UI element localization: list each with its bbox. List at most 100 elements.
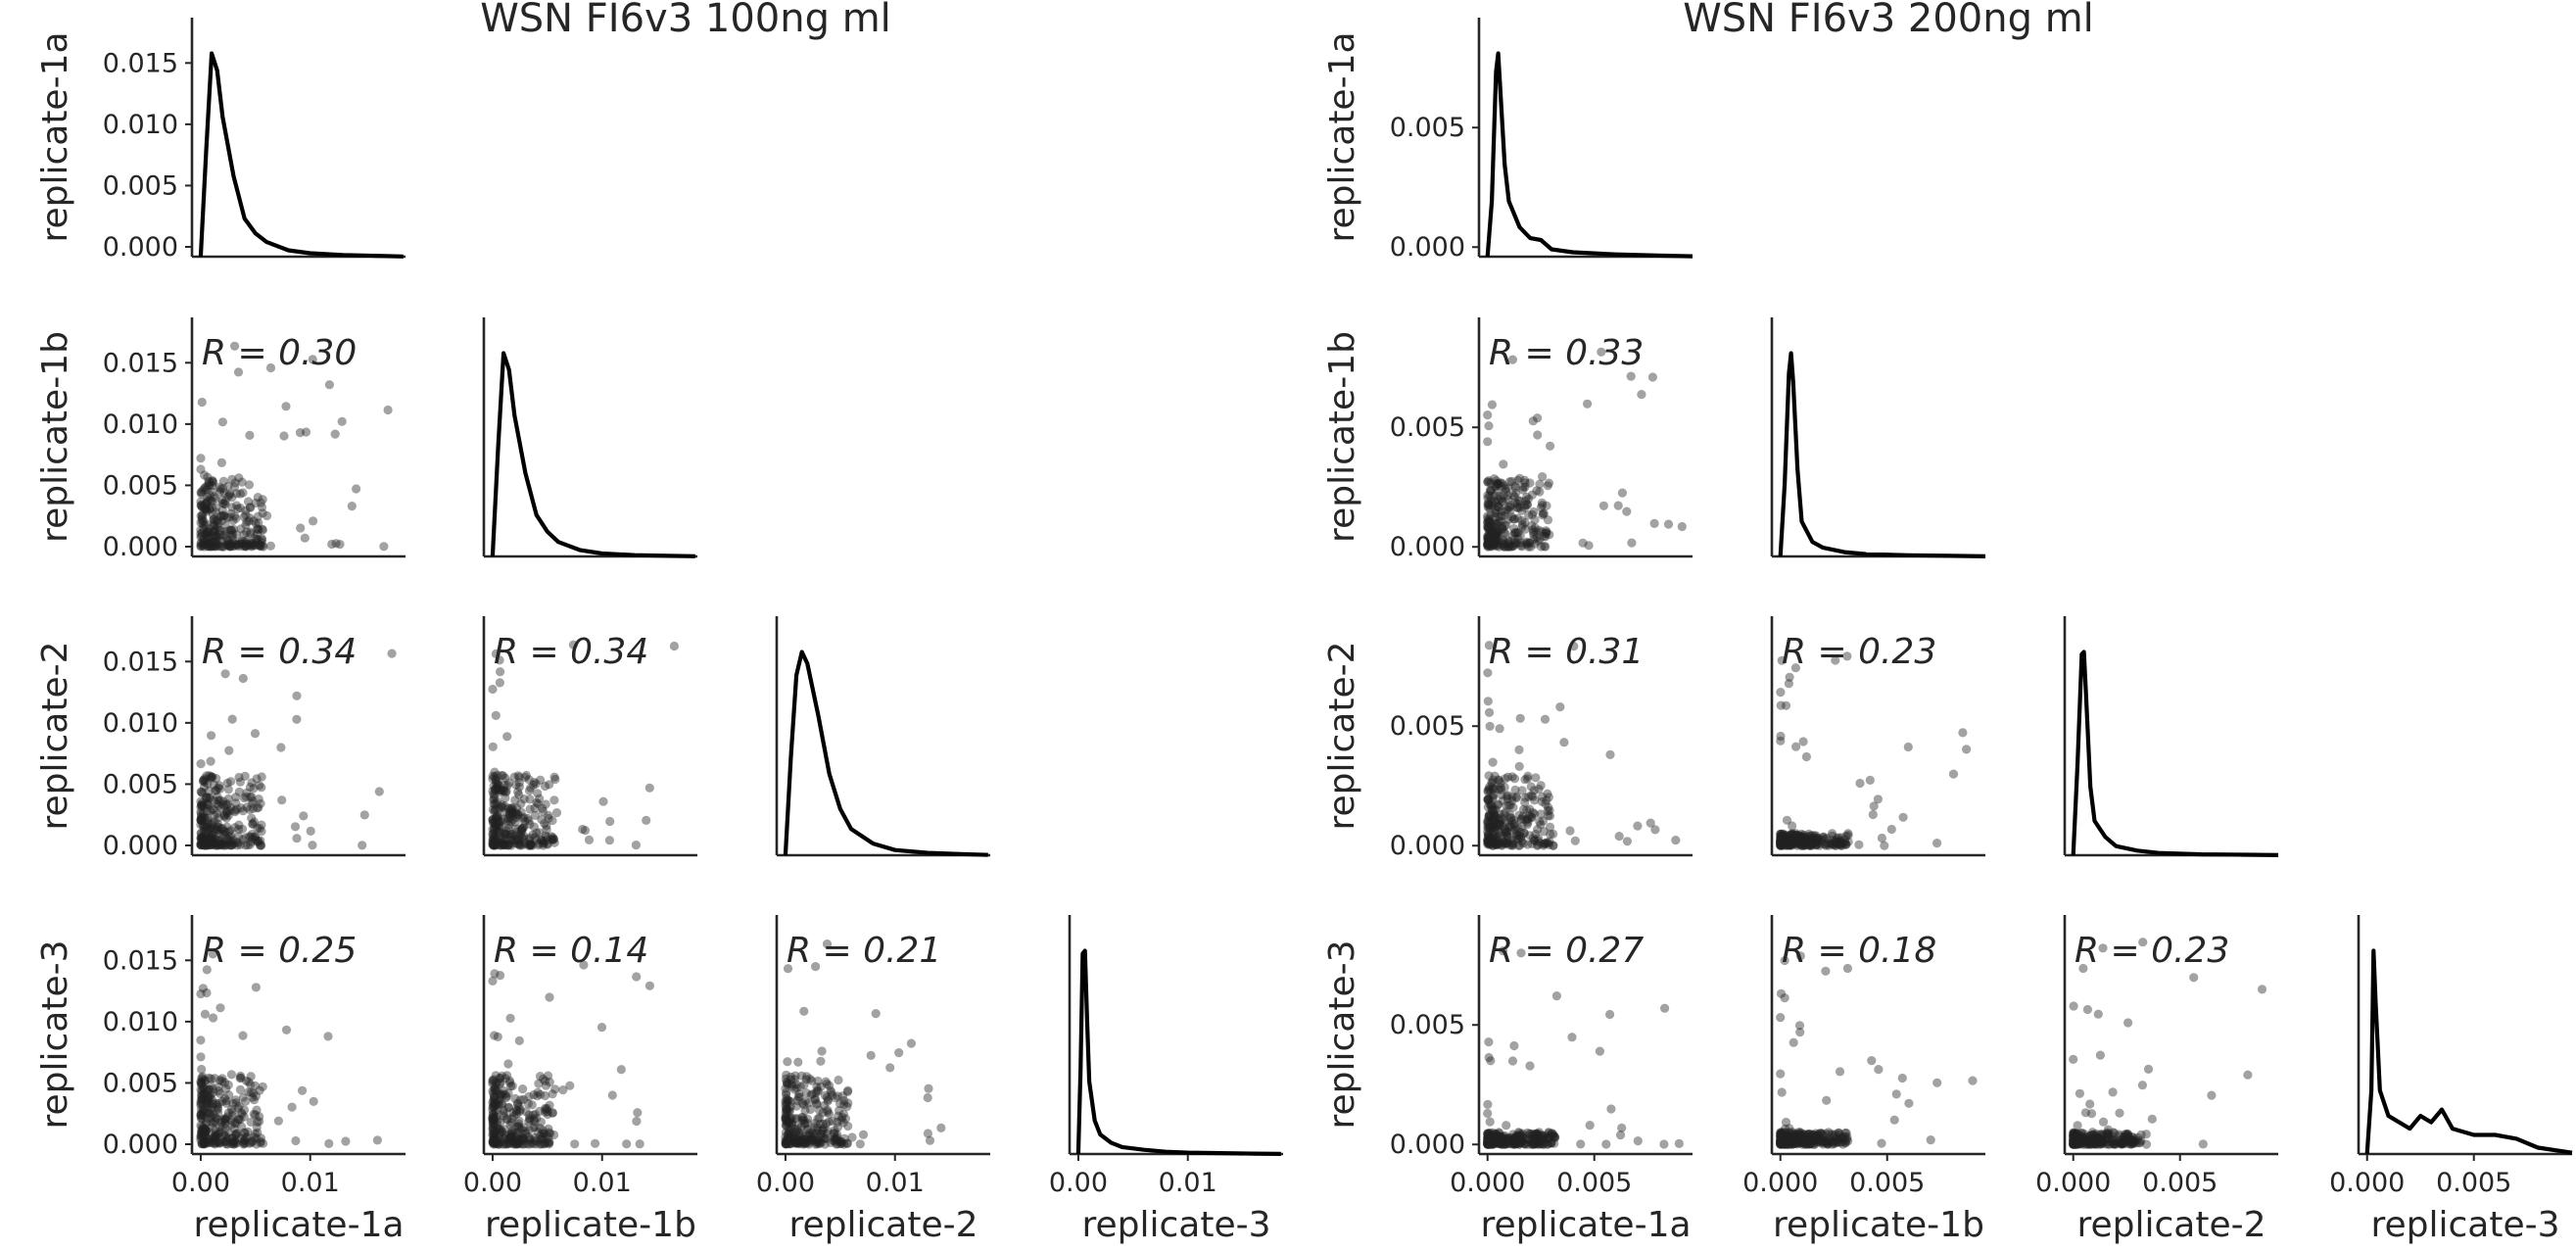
y-tick-label: 0.000 — [103, 1130, 178, 1160]
scatter-point — [506, 803, 516, 813]
scatter-point — [201, 505, 211, 515]
scatter-point — [1958, 728, 1968, 738]
scatter-point — [499, 829, 509, 839]
scatter-point — [1779, 841, 1789, 850]
scatter-point — [2084, 1139, 2094, 1149]
scatter-point — [208, 836, 217, 845]
scatter-point — [277, 795, 287, 805]
scatter-point — [492, 810, 502, 821]
scatter-point — [213, 540, 222, 551]
scatter-point — [246, 793, 256, 802]
scatter-point — [244, 516, 254, 526]
scatter-point — [215, 1138, 224, 1148]
scatter-point — [604, 836, 615, 845]
scatter-point — [208, 830, 217, 840]
scatter-point — [490, 825, 500, 835]
scatter-point — [259, 1138, 268, 1148]
scatter-point — [202, 821, 212, 831]
scatter-point — [196, 1105, 207, 1115]
panel-r3-c2: 0.00 0.01 replicate-2 R = 0.21 — [756, 915, 990, 1245]
scatter-point — [196, 839, 206, 848]
scatter-point — [206, 833, 215, 842]
scatter-point — [243, 841, 253, 850]
scatter-point — [507, 804, 517, 814]
scatter-point — [249, 1088, 259, 1098]
scatter-point — [523, 841, 534, 850]
x-tick-label: 0.00 — [756, 1168, 815, 1198]
scatter-point — [241, 1076, 251, 1085]
scatter-point — [206, 496, 215, 505]
scatter-point — [488, 829, 498, 840]
scatter-point — [1795, 1028, 1805, 1037]
scatter-point — [858, 1130, 869, 1139]
scatter-point — [214, 1098, 223, 1108]
scatter-point — [227, 493, 237, 503]
scatter-point — [1633, 821, 1643, 831]
scatter-point — [514, 840, 524, 849]
y-axis-label: replicate-1a — [35, 31, 75, 242]
x-tick-label: 0.01 — [573, 1168, 632, 1198]
scatter-point — [526, 839, 536, 848]
scatter-point — [529, 822, 540, 832]
scatter-point — [549, 795, 559, 805]
scatter-point — [214, 795, 223, 805]
scatter-point — [1659, 1139, 1669, 1149]
scatter-point — [199, 501, 210, 511]
scatter-point — [238, 1139, 249, 1149]
scatter-point — [205, 1108, 215, 1118]
scatter-point — [257, 537, 266, 547]
scatter-point — [230, 1136, 240, 1146]
x-axis-label: replicate-3 — [2370, 1205, 2559, 1245]
scatter-point — [491, 775, 501, 786]
scatter-point — [511, 803, 522, 813]
scatter-point — [1508, 514, 1518, 524]
scatter-point — [199, 830, 209, 840]
scatter-point — [219, 499, 229, 508]
scatter-point — [500, 836, 509, 845]
scatter-point — [500, 807, 509, 817]
scatter-point — [217, 1074, 227, 1083]
scatter-point — [936, 1123, 946, 1132]
scatter-point — [1533, 413, 1543, 423]
scatter-point — [644, 981, 655, 990]
scatter-point — [265, 541, 275, 551]
scatter-point — [225, 833, 235, 842]
scatter-point — [827, 1090, 837, 1100]
scatter-point — [1488, 757, 1498, 767]
scatter-point — [529, 778, 540, 788]
scatter-point — [1515, 713, 1525, 723]
scatter-point — [490, 807, 500, 817]
scatter-point — [488, 814, 498, 825]
scatter-point — [521, 770, 532, 781]
scatter-point — [783, 1057, 792, 1067]
scatter-point — [237, 477, 247, 487]
scatter-point — [244, 541, 254, 551]
scatter-point — [246, 539, 256, 549]
scatter-point — [1514, 761, 1524, 772]
scatter-point — [201, 1084, 212, 1094]
scatter-point — [503, 1103, 514, 1113]
scatter-point — [524, 786, 535, 795]
scatter-point — [492, 820, 501, 830]
scatter-point — [1671, 836, 1681, 845]
scatter-point — [1536, 542, 1547, 552]
scatter-point — [287, 1102, 297, 1112]
scatter-point — [291, 1135, 301, 1146]
scatter-point — [206, 806, 215, 816]
scatter-point — [498, 802, 507, 812]
scatter-point — [242, 788, 252, 798]
scatter-point — [352, 484, 361, 494]
grid-title: WSN FI6v3 200ng ml — [1683, 0, 2094, 41]
scatter-point — [248, 539, 258, 549]
scatter-point — [258, 541, 267, 551]
scatter-point — [578, 824, 588, 835]
scatter-point — [1485, 1117, 1495, 1127]
scatter-point — [871, 1009, 881, 1019]
scatter-point — [519, 812, 529, 823]
scatter-point — [200, 777, 210, 788]
scatter-point — [235, 539, 245, 549]
scatter-point — [824, 1117, 834, 1127]
scatter-point — [200, 504, 210, 513]
scatter-point — [197, 528, 207, 538]
scatter-point — [203, 539, 214, 549]
